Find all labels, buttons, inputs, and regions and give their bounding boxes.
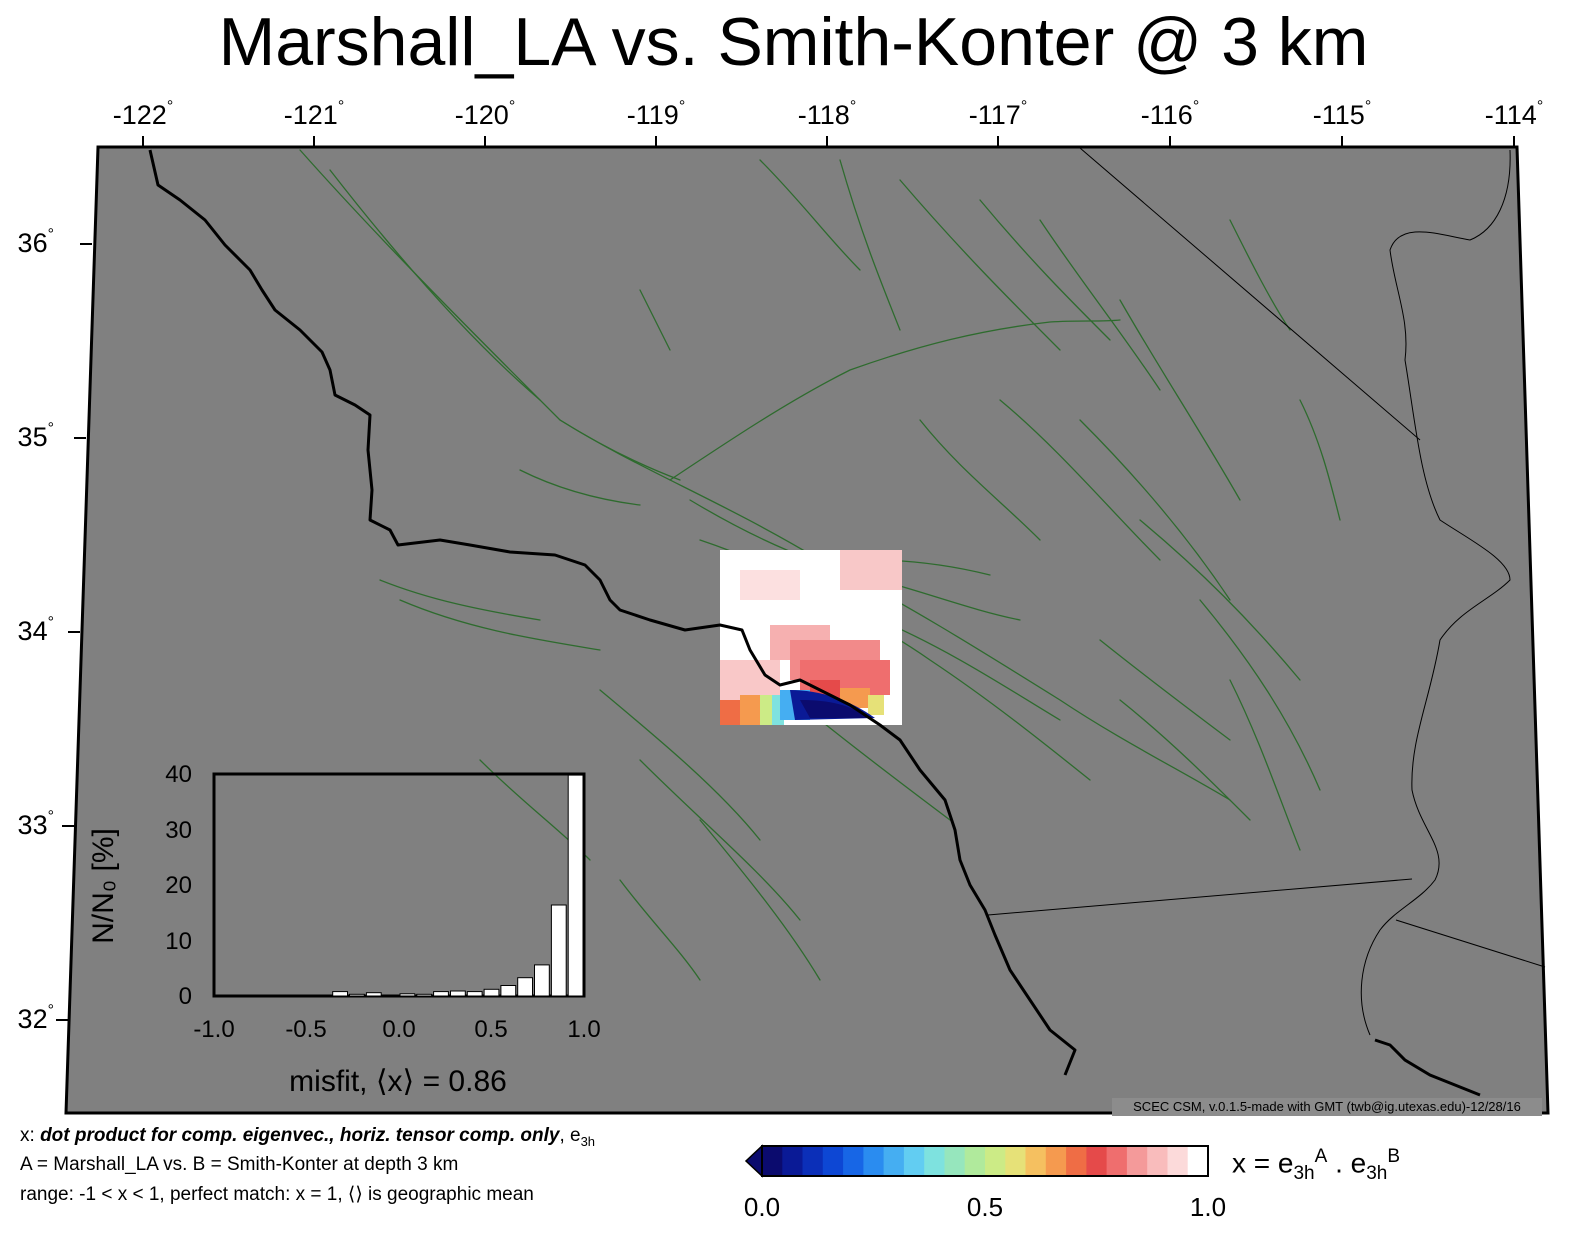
lon-tick-label: -122°	[112, 98, 174, 130]
colorbar-segment	[1147, 1146, 1169, 1176]
colorbar-segment	[1187, 1146, 1209, 1176]
colorbar-segment	[985, 1146, 1006, 1176]
inset-x-axis-label: misfit, ⟨x⟩ = 0.86	[289, 1065, 507, 1098]
misfit-raster	[720, 550, 902, 725]
lon-tick-label: -115°	[1312, 98, 1372, 130]
footer-line-2: A = Marshall_LA vs. B = Smith-Konter at …	[20, 1154, 459, 1175]
inset-y-tick: 10	[165, 928, 192, 955]
lat-tick-label: 36°	[17, 226, 54, 258]
colorbar-segment	[1025, 1146, 1047, 1176]
colorbar-segment	[924, 1146, 946, 1176]
inset-x-tick: 0.0	[382, 1016, 416, 1043]
colorbar-segment	[782, 1146, 804, 1176]
lon-tick-label: -118°	[797, 98, 857, 130]
colorbar-segment	[1005, 1146, 1027, 1176]
histogram-bar	[534, 964, 550, 997]
map-frame	[64, 145, 1550, 1115]
colorbar-segment	[863, 1146, 885, 1176]
lat-ticks	[56, 243, 92, 1021]
histogram-bar	[382, 994, 399, 997]
colorbar-segment	[1045, 1146, 1067, 1176]
histogram-bar	[365, 992, 382, 997]
inset-x-tick: -0.5	[285, 1016, 327, 1043]
colorbar	[762, 1146, 1209, 1176]
inset-y-tick: 30	[165, 817, 192, 844]
inset-y-axis-label: N/N₀ [%]	[87, 828, 120, 944]
lon-tick-label: -114°	[1484, 98, 1544, 130]
inset-x-tick: 0.5	[474, 1016, 508, 1043]
colorbar-segment	[1106, 1146, 1128, 1176]
histogram-bar	[416, 993, 433, 997]
political-borders	[987, 147, 1546, 1036]
colorbar-max-label: 1.0	[1189, 1192, 1227, 1222]
inset-y-tick: 20	[165, 872, 192, 899]
inset-y-tick: 40	[165, 761, 192, 788]
lon-tick-label: -117°	[968, 98, 1028, 130]
inset-plot-area	[212, 772, 586, 998]
colorbar-segment	[802, 1146, 824, 1176]
histogram-bar	[450, 990, 466, 997]
histogram-bar	[466, 991, 483, 997]
colorbar-segment	[762, 1146, 783, 1176]
footer-line-3: range: -1 < x < 1, perfect match: x = 1,…	[20, 1184, 534, 1205]
colorbar-segment	[964, 1146, 986, 1176]
coastline	[148, 149, 1077, 1076]
colorbar-mid-label: 0.5	[966, 1192, 1004, 1222]
credit-text: SCEC CSM, v.0.1.5-made with GMT (twb@ig.…	[1112, 1098, 1542, 1116]
map-title: Marshall_LA vs. Smith-Konter @ 3 km	[218, 4, 1369, 80]
colorbar-segment	[1086, 1146, 1108, 1176]
histogram-bar	[567, 774, 584, 997]
histogram-bar	[399, 993, 416, 997]
lat-tick-label: 32°	[17, 1002, 54, 1034]
histogram-bar	[483, 988, 500, 997]
inset-histogram-bars	[332, 774, 584, 997]
histogram-bar	[349, 993, 365, 997]
histogram-bar	[500, 985, 517, 997]
histogram-bar	[332, 991, 349, 997]
inset-y-tick: 0	[178, 983, 192, 1010]
lon-ticks	[142, 136, 1515, 147]
inset-x-tick: 1.0	[567, 1016, 601, 1043]
colorbar-segment	[883, 1146, 905, 1176]
coastline-baja	[1374, 1038, 1481, 1097]
lat-tick-label: 34°	[17, 614, 54, 646]
colorbar-segment	[822, 1146, 844, 1176]
colorbar-underflow-triangle	[744, 1144, 763, 1178]
footer-line-1: x: dot product for comp. eigenvec., hori…	[20, 1125, 596, 1149]
fault-lines	[299, 149, 1341, 981]
inset-x-tick: -1.0	[193, 1016, 235, 1043]
lon-tick-label: -116°	[1140, 98, 1200, 130]
lat-tick-label: 33°	[17, 808, 54, 840]
histogram-bar	[433, 991, 449, 997]
colorbar-equation: x = e3hA . e3hB	[1232, 1146, 1401, 1184]
colorbar-segment	[843, 1146, 864, 1176]
colorbar-segment	[1167, 1146, 1189, 1176]
lat-tick-label: 35°	[17, 420, 54, 452]
lon-tick-label: -121°	[283, 98, 345, 130]
lon-tick-label: -120°	[454, 98, 516, 130]
colorbar-frame	[761, 1145, 1209, 1177]
lon-tick-label: -119°	[626, 98, 686, 130]
histogram-bar	[550, 904, 567, 997]
colorbar-segment	[944, 1146, 966, 1176]
colorbar-min-label: 0.0	[743, 1192, 781, 1222]
histogram-bar	[517, 977, 534, 997]
colorbar-segment	[1066, 1146, 1087, 1176]
colorbar-segment	[903, 1146, 925, 1176]
colorbar-segment	[1126, 1146, 1148, 1176]
